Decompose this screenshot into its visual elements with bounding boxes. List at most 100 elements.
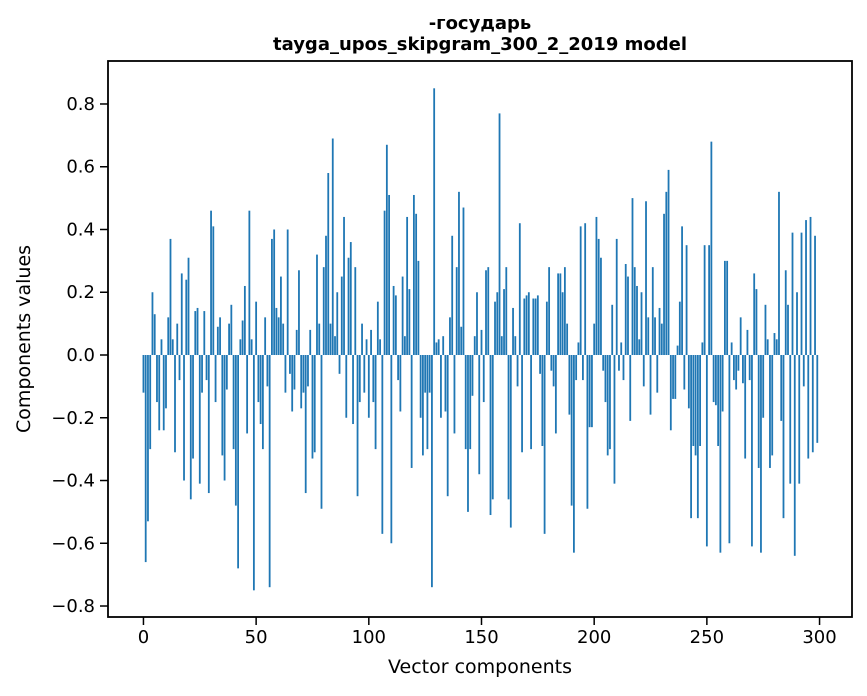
bar-component-0 (142, 355, 145, 393)
plot-frame (107, 60, 853, 618)
bar-component-80 (322, 267, 325, 356)
y-tick-label-0.2: 0.2 (66, 282, 95, 303)
bar-component-102 (372, 355, 375, 403)
bar-component-284 (782, 355, 785, 519)
bar-component-149 (478, 355, 481, 475)
bar-component-273 (757, 355, 760, 468)
y-tick-label-−0.4: −0.4 (51, 471, 95, 492)
bar-component-76 (313, 355, 316, 453)
bar-component-67 (293, 355, 296, 390)
bar-component-173 (532, 298, 535, 355)
bar-component-92 (349, 242, 352, 356)
bar-component-1 (144, 355, 147, 563)
bar-component-252 (710, 141, 713, 355)
bar-component-5 (153, 314, 156, 355)
bar-component-298 (814, 235, 816, 355)
bar-component-292 (800, 232, 803, 355)
bar-component-206 (606, 355, 609, 456)
bar-component-132 (440, 355, 442, 418)
bar-component-189 (568, 355, 571, 415)
bar-component-48 (250, 339, 253, 355)
bar-component-87 (338, 355, 341, 374)
bar-component-198 (588, 355, 591, 428)
bar-component-236 (674, 355, 677, 399)
bar-component-100 (367, 355, 370, 418)
bar-component-31 (212, 226, 215, 356)
bar-component-168 (521, 355, 523, 453)
bar-component-106 (381, 355, 384, 534)
bar-component-220 (638, 339, 641, 355)
bar-component-235 (672, 355, 674, 399)
bar-component-216 (629, 355, 632, 421)
bar-component-226 (651, 267, 654, 356)
bar-component-33 (216, 326, 219, 355)
bar-component-114 (399, 355, 402, 412)
bar-component-170 (525, 295, 528, 356)
bar-component-65 (289, 355, 291, 374)
bar-component-20 (187, 257, 190, 355)
bar-component-266 (742, 355, 744, 384)
bar-component-110 (390, 355, 393, 544)
bar-component-263 (735, 355, 738, 390)
bar-component-200 (593, 323, 596, 356)
bar-component-119 (410, 355, 413, 468)
bar-component-6 (156, 355, 158, 403)
bar-component-118 (408, 289, 411, 355)
bar-component-230 (660, 323, 663, 356)
bar-component-217 (631, 198, 634, 355)
bar-component-97 (361, 323, 363, 356)
bar-component-136 (449, 317, 451, 355)
bar-component-77 (316, 254, 318, 356)
bar-component-279 (771, 355, 774, 456)
bar-component-139 (455, 267, 458, 356)
bar-component-202 (597, 238, 600, 355)
bar-component-281 (775, 339, 778, 355)
y-tick-label-0.0: 0.0 (66, 345, 95, 366)
bar-component-150 (480, 329, 483, 355)
bar-component-160 (503, 289, 505, 355)
bar-component-232 (665, 191, 668, 355)
bar-component-201 (595, 216, 598, 355)
bar-component-240 (683, 355, 686, 390)
bar-component-274 (760, 355, 762, 553)
bar-component-269 (748, 355, 751, 381)
bar-component-294 (805, 220, 807, 355)
bar-component-234 (669, 355, 672, 431)
bar-component-229 (658, 307, 661, 356)
bar-component-257 (721, 355, 724, 412)
bar-component-288 (791, 232, 794, 355)
bar-component-8 (160, 339, 163, 355)
bar-component-193 (577, 342, 580, 355)
bar-component-41 (234, 355, 237, 506)
bar-component-286 (787, 304, 789, 355)
bar-component-128 (431, 355, 433, 588)
bar-component-51 (257, 355, 260, 403)
bar-component-140 (458, 191, 460, 355)
bar-component-45 (243, 285, 246, 355)
bar-component-272 (755, 289, 758, 355)
bar-component-18 (183, 355, 185, 481)
bar-component-154 (489, 355, 492, 516)
bar-component-70 (300, 355, 303, 409)
bar-component-54 (264, 317, 267, 355)
bar-component-130 (435, 342, 438, 355)
bar-component-64 (286, 229, 289, 355)
bar-component-103 (374, 355, 377, 450)
bar-component-203 (600, 257, 602, 355)
bar-component-2 (147, 355, 149, 522)
bar-component-296 (809, 216, 812, 355)
bar-component-101 (370, 329, 372, 355)
bar-component-89 (343, 216, 345, 355)
bar-component-90 (345, 355, 348, 418)
bar-component-52 (259, 355, 262, 425)
bar-component-165 (514, 336, 517, 356)
bar-component-239 (681, 226, 683, 356)
bar-component-204 (602, 355, 605, 371)
bar-component-228 (656, 355, 659, 393)
bar-component-43 (239, 339, 242, 355)
bar-component-190 (570, 355, 573, 506)
bar-component-111 (392, 285, 395, 355)
x-tick-label-0: 0 (138, 627, 149, 648)
bar-component-88 (340, 276, 343, 355)
